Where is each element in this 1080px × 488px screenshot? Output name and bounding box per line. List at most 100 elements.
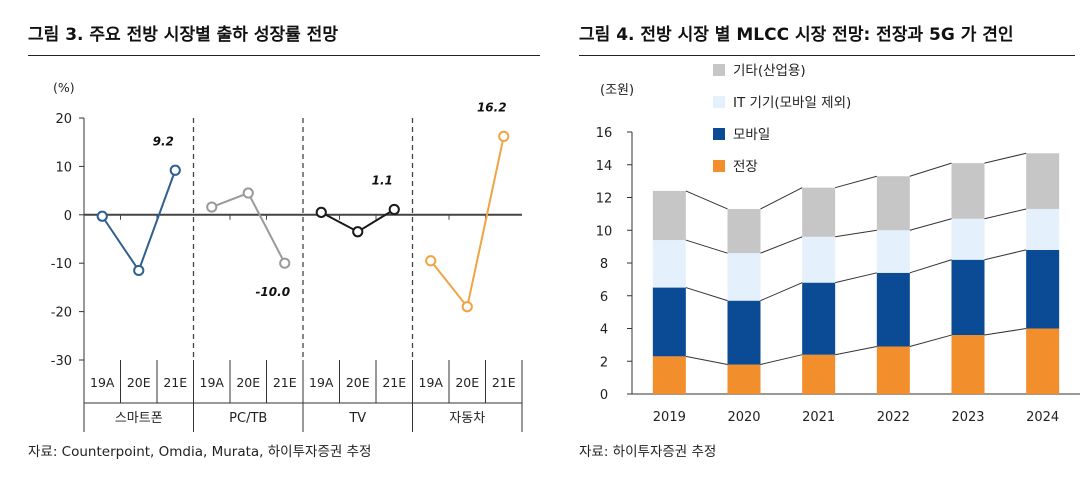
- data-point: [352, 226, 364, 238]
- series-connector: [909, 334, 952, 347]
- legend-label: 기타(산업용): [733, 63, 806, 79]
- y-tick-label: -30: [51, 354, 72, 369]
- x-tick-label: 2023: [951, 410, 984, 425]
- series-connector: [685, 239, 728, 254]
- bar-segment: [727, 364, 761, 394]
- data-point: [461, 301, 473, 313]
- y-tick-label: 2: [600, 355, 608, 370]
- legend-label: 모바일: [733, 127, 770, 143]
- y-axis-unit-label: (조원): [600, 83, 634, 98]
- group-label: 자동차: [449, 411, 485, 426]
- title-rule: [28, 55, 540, 56]
- y-tick-label: 10: [55, 160, 72, 175]
- x-tick-label: 20E: [236, 375, 260, 390]
- x-tick-label: 21E: [492, 375, 516, 390]
- series-connector: [760, 187, 803, 210]
- group-label: TV: [348, 411, 366, 426]
- bar-segment: [951, 335, 985, 394]
- bar-segment: [1026, 153, 1060, 209]
- figure-3-title: 그림 3. 주요 전방 시장별 출하 성장률 전망: [28, 25, 338, 45]
- x-tick-label: 19A: [309, 375, 334, 390]
- bar-segment: [876, 230, 910, 273]
- series-connector: [835, 175, 877, 189]
- data-point: [388, 203, 400, 216]
- series-connector: [685, 190, 728, 210]
- bar-segment: [876, 272, 910, 347]
- bar-segment: [1026, 208, 1060, 250]
- x-tick-label: 21E: [382, 375, 406, 390]
- legend-label: IT 기기(모바일 제외): [733, 95, 851, 111]
- growth-line-chart: (%) 20 10 0 -10 -20 -30 19A 20E 21E 스마트폰 19A 20E 21E P…: [51, 80, 523, 432]
- x-tick-label: 19A: [90, 375, 115, 390]
- bar-segment: [802, 354, 836, 394]
- legend-swatch: [713, 96, 725, 108]
- mlcc-chart-panel: 그림 4. 전방 시장 별 MLCC 시장 전망: 전장과 5G 가 견인 (조…: [555, 0, 1080, 488]
- x-tick-label: 2022: [877, 410, 910, 425]
- x-tick-label: 2020: [727, 410, 760, 425]
- series-connector: [984, 249, 1027, 261]
- group-label: PC/TB: [229, 411, 267, 426]
- y-tick-label: -10: [51, 257, 72, 272]
- x-tick-label: 2019: [653, 410, 686, 425]
- data-point: [96, 210, 108, 222]
- series-connector: [760, 354, 803, 366]
- y-axis-unit-label: (%): [53, 80, 75, 95]
- growth-chart-panel: 그림 3. 주요 전방 시장별 출하 성장률 전망 (%) 20 10 0 -10 -20…: [28, 25, 540, 460]
- series-connector: [760, 282, 803, 302]
- series-connector: [685, 287, 728, 302]
- legend-swatch: [713, 64, 725, 76]
- data-point: [169, 164, 181, 176]
- data-point: [133, 264, 145, 277]
- bar-segment: [876, 346, 910, 394]
- data-point: [279, 257, 291, 269]
- y-tick-label: 6: [600, 290, 608, 305]
- series-connector: [835, 229, 877, 238]
- x-tick-label: 20E: [127, 375, 151, 390]
- bar-segment: [652, 356, 686, 394]
- group-label: 스마트폰: [115, 411, 163, 426]
- mlcc-stacked-bar-chart: (조원) 0 2 4 6 8 10 12 14 16 2019 2020 2021 2022 2023 202…: [596, 63, 1080, 425]
- series-connector: [909, 162, 952, 177]
- legend-label: 전장: [733, 159, 758, 175]
- y-tick-label: 0: [600, 388, 608, 403]
- data-annotation: 1.1: [372, 173, 393, 187]
- series-connector: [984, 328, 1027, 336]
- figure-4-source: 자료: 하이투자증권 추정: [579, 444, 717, 460]
- bar-segment: [727, 208, 761, 254]
- x-tick-label: 21E: [273, 375, 297, 390]
- x-tick-label: 2024: [1026, 410, 1059, 425]
- x-tick-label: 19A: [200, 375, 225, 390]
- data-annotation: 9.2: [153, 134, 174, 148]
- series-connector: [835, 346, 877, 356]
- y-tick-label: 0: [64, 209, 72, 224]
- y-tick-label: 12: [596, 192, 613, 207]
- bar-segment: [951, 163, 985, 219]
- y-tick-label: 20: [55, 112, 72, 127]
- series-connector: [909, 259, 952, 274]
- data-point: [242, 187, 254, 199]
- series-line: [429, 136, 505, 310]
- bar-segment: [727, 253, 761, 301]
- series-connector: [760, 236, 803, 254]
- bar-segment: [802, 187, 836, 237]
- x-tick-label: 21E: [163, 375, 187, 390]
- y-tick-label: 4: [600, 323, 608, 338]
- y-tick-label: 8: [600, 257, 608, 272]
- bar-segment: [727, 300, 761, 365]
- bar-segment: [1026, 328, 1060, 394]
- legend-swatch: [713, 160, 725, 172]
- x-tick-label: 20E: [346, 375, 370, 390]
- series-line: [101, 169, 177, 273]
- x-tick-label: 19A: [419, 375, 444, 390]
- bar-segment: [802, 282, 836, 355]
- data-annotation: -10.0: [255, 285, 290, 299]
- series-connector: [835, 272, 877, 284]
- series-connector: [909, 218, 952, 231]
- bar-segment: [1026, 249, 1060, 329]
- figure-3-source: 자료: Counterpoint, Omdia, Murata, 하이투자증권 …: [28, 444, 372, 460]
- series-line: [211, 191, 286, 264]
- data-point: [425, 255, 437, 267]
- data-annotation: 16.2: [477, 100, 507, 114]
- bar-segment: [951, 218, 985, 260]
- series-connector: [984, 208, 1027, 220]
